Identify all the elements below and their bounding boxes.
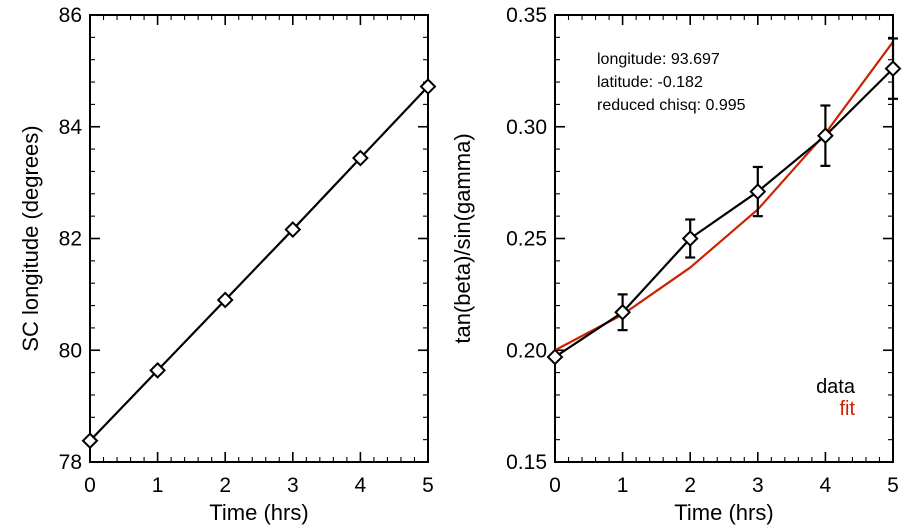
y-tick-label: 84 [59, 116, 83, 139]
y-tick-label: 80 [59, 339, 82, 362]
fit-annotation: reduced chisq: 0.995 [597, 97, 746, 114]
chart-panel-1: 0 1 2 3 4 5 78 80 82 84 86 Time (hrs) SC longitude (… [18, 4, 437, 525]
data-point [884, 60, 902, 78]
series-1-point [284, 221, 302, 238]
y-tick-label: 0.15 [506, 451, 547, 474]
data-point [816, 127, 834, 145]
x-tick-label: 3 [752, 474, 764, 497]
x-tick-label: 5 [887, 474, 899, 497]
x-axis-label: Time (hrs) [209, 500, 308, 525]
plot-frame [89, 14, 429, 463]
series-1-line [90, 85, 428, 442]
x-tick-label: 2 [219, 474, 231, 497]
legend-fit: fit [839, 398, 855, 420]
data-point [614, 303, 632, 321]
chart-panel-2: 0 1 2 3 4 5 0.15 0.20 0.25 0.30 0.35 Time (hrs) tan(… [450, 4, 902, 525]
fit-annotation: longitude: 93.697 [597, 51, 720, 68]
fit-annotation: latitude: -0.182 [597, 74, 703, 91]
x-axis-label: Time (hrs) [674, 500, 773, 525]
y-tick-label: 0.20 [506, 339, 547, 362]
x-tick-label: 2 [684, 474, 696, 497]
series-1-point [351, 149, 369, 167]
y-axis-label: tan(beta)/sin(gamma) [450, 133, 475, 343]
x-tick-label: 5 [422, 474, 434, 497]
data-point [546, 348, 564, 366]
series-1-point [216, 291, 234, 309]
y-tick-label: 0.30 [506, 116, 547, 139]
y-axis-label: SC longitude (degrees) [18, 125, 43, 351]
data-point [749, 183, 767, 200]
x-tick-label: 4 [820, 474, 832, 497]
data-line [555, 67, 893, 358]
x-tick-label: 4 [355, 474, 367, 497]
x-tick-label: 0 [84, 474, 96, 497]
x-tick-label: 1 [617, 474, 629, 497]
x-tick-label: 3 [287, 474, 299, 497]
y-tick-label: 0.35 [506, 4, 547, 27]
y-tick-label: 78 [59, 451, 82, 474]
plot-data [90, 85, 428, 442]
y-tick-label: 86 [59, 4, 82, 27]
y-tick-label: 0.25 [506, 228, 547, 251]
series-1-point [149, 361, 167, 379]
series-1-point [419, 78, 437, 95]
y-tick-label: 82 [59, 228, 82, 251]
series-1-point [81, 432, 99, 450]
x-tick-label: 1 [152, 474, 164, 497]
data-point [681, 230, 699, 247]
legend-data: data [816, 376, 856, 398]
plot-data [555, 41, 893, 358]
x-tick-label: 0 [549, 474, 561, 497]
